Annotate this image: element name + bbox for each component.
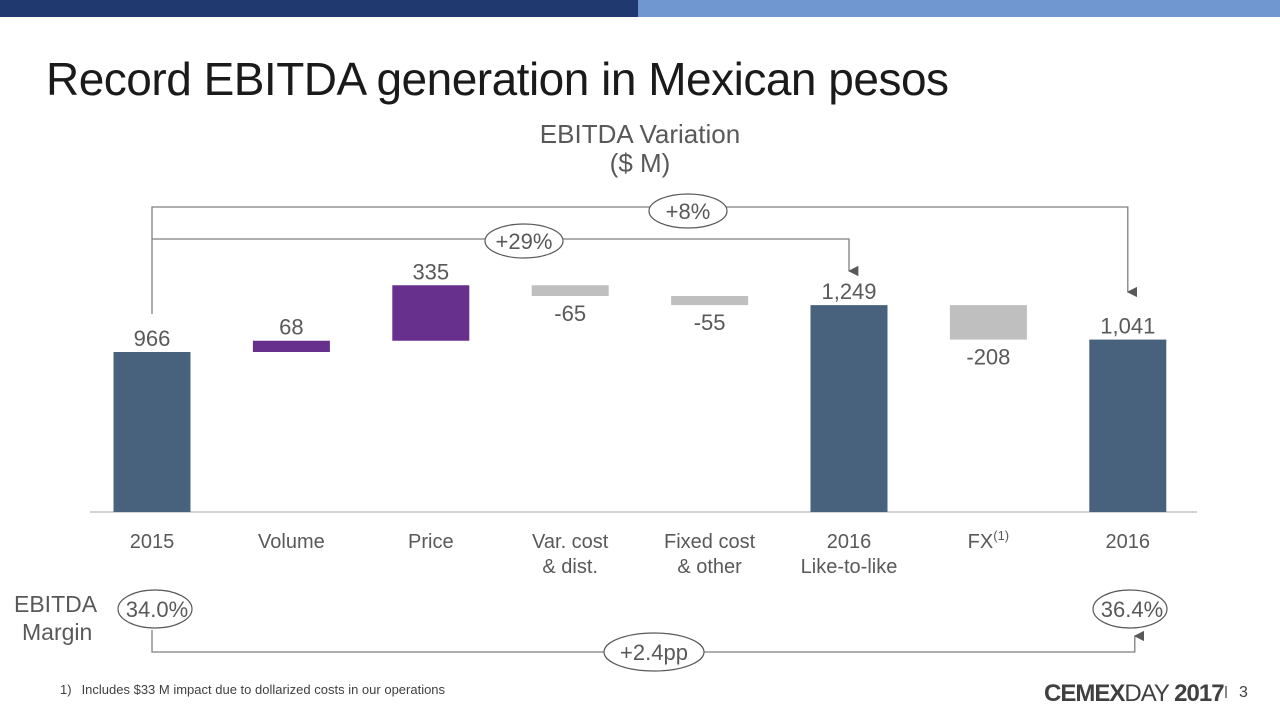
brand-bold: CEMEX [1044,680,1125,707]
footnote: 1) Includes $33 M impact due to dollarize… [60,682,455,697]
ebitda-margin-label: EBITDA Margin [14,590,130,646]
bar-3 [392,285,470,341]
category-label-line2: & other [677,556,742,578]
margin-label-line1: EBITDA [14,591,98,617]
category-superscript: (1) [993,528,1009,543]
margin-change-label: +2.4pp [620,640,688,665]
header-bar-dark [0,0,638,17]
annotation-plus29-oval [484,223,564,259]
value-label: -65 [554,301,586,326]
page-title: Record EBITDA generation in Mexican peso… [46,53,949,105]
brand-light: DAY [1124,680,1169,707]
value-label: 1,041 [1100,314,1155,339]
margin-2016-oval [1092,589,1168,629]
category-label: Var. cost [532,531,609,553]
category-label: Price [408,531,454,553]
chart-title: EBITDA Variation [539,119,741,149]
chart-title-block: EBITDA Variation ($ M) [440,120,840,178]
bar-7 [949,305,1027,340]
bar-1 [113,352,191,512]
value-label: 966 [134,326,171,351]
bar-8 [1089,339,1167,512]
bracket-line-2015-to-2016 [151,206,1138,314]
margin-2016-label: 36.4% [1101,597,1163,622]
page-number: 3 [1239,684,1248,701]
chart-subtitle: ($ M) [609,148,671,178]
bar-2 [252,340,330,352]
footnote-text: Includes $33 M impact due to dollarized … [81,682,446,697]
margin-2015-oval [117,589,193,629]
annotation-plus29-label: +29% [496,229,553,254]
margin-label-line2: Margin [22,619,93,645]
value-label: -208 [966,345,1010,370]
category-label-line2: Like-to-like [801,556,898,578]
category-label-line2: & dist. [542,556,598,578]
cemex-day-logo: CEMEXDAY 2017 [1044,680,1225,708]
brand-year: 2017 [1174,680,1224,707]
category-label: Fixed cost [664,531,756,553]
category-label: FX(1) [968,528,1009,553]
margin-2015-label: 34.0% [126,597,188,622]
value-label: 335 [412,259,449,284]
annotation-plus8-oval [648,193,728,229]
header-bar-light [638,0,1280,17]
annotation-plus8-label: +8% [666,199,711,224]
bar-6 [810,305,888,512]
footnote-number: 1) [60,682,72,697]
value-label: 1,249 [821,279,876,304]
category-label: Volume [258,531,325,553]
bar-4 [531,285,609,297]
value-label: 68 [279,315,303,340]
bar-5 [671,296,749,306]
category-label: 2016 [1106,531,1151,553]
category-label: 2015 [130,531,175,553]
category-label: 2016 [827,531,872,553]
page-separator [1225,686,1227,698]
bracket-line-2015-to-2016ltl [152,238,859,277]
value-label: -55 [694,310,726,335]
margin-change-oval [603,632,705,672]
